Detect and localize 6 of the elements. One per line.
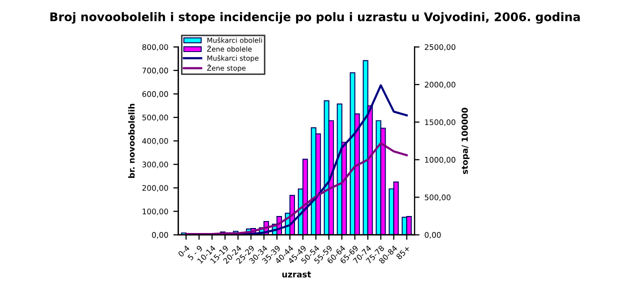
line-series [185,142,408,235]
bar [302,158,308,235]
y-axis-title: br. novoobolelih [128,104,135,178]
y2-axis-title: stopa/ 100000 [462,108,470,174]
chart-title: Broj novoobolelih i stope incidencije po polu i uzrastu u Vojvodini, 2006. godina [50,12,580,24]
x-axis-title: uzrast [282,272,311,278]
